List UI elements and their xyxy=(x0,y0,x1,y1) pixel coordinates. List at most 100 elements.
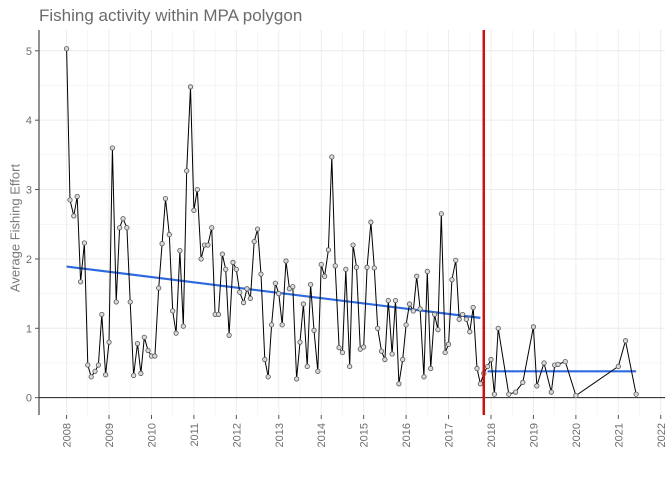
data-point xyxy=(308,281,314,288)
data-point xyxy=(530,324,537,330)
data-point xyxy=(265,374,271,380)
y-tick-label: 3 xyxy=(26,185,32,197)
data-point xyxy=(438,211,444,217)
data-point xyxy=(573,392,579,399)
data-point xyxy=(226,332,232,338)
data-point xyxy=(622,338,629,344)
data-point xyxy=(198,256,204,262)
data-point xyxy=(251,238,257,245)
data-point xyxy=(258,271,264,277)
data-point xyxy=(541,360,547,366)
data-point xyxy=(353,264,360,270)
data-point xyxy=(187,84,194,90)
data-point xyxy=(81,240,88,246)
data-point xyxy=(230,259,236,265)
data-point xyxy=(435,327,441,333)
data-point xyxy=(162,195,169,202)
x-tick-label: 2015 xyxy=(359,423,371,447)
x-tick-label: 2011 xyxy=(189,423,201,447)
data-point xyxy=(191,207,197,213)
data-point xyxy=(272,280,278,286)
data-point xyxy=(347,363,353,370)
x-tick-label: 2012 xyxy=(231,423,243,447)
x-tick-label: 2022 xyxy=(656,423,668,447)
data-point xyxy=(276,291,282,297)
data-point xyxy=(428,365,434,372)
data-point xyxy=(520,379,526,385)
data-point xyxy=(109,145,116,151)
data-point xyxy=(484,363,491,370)
data-point xyxy=(244,286,250,292)
data-point xyxy=(205,242,211,248)
data-point xyxy=(215,311,222,318)
data-point xyxy=(209,225,215,231)
data-point xyxy=(364,264,370,270)
x-tick-label: 2016 xyxy=(401,423,413,447)
x-tick-label: 2020 xyxy=(571,423,583,447)
data-point xyxy=(74,193,80,200)
data-point xyxy=(223,266,229,272)
data-point xyxy=(421,374,427,380)
data-point xyxy=(534,383,540,389)
y-tick-label: 2 xyxy=(26,254,32,266)
data-point xyxy=(95,362,102,368)
data-point xyxy=(145,347,151,354)
data-point xyxy=(311,327,317,333)
data-point xyxy=(67,197,73,203)
data-point xyxy=(117,225,123,231)
y-tick-label: 0 xyxy=(26,393,32,405)
data-point xyxy=(113,299,119,305)
x-tick-label: 2017 xyxy=(444,423,456,447)
data-point xyxy=(424,268,430,275)
data-point xyxy=(513,389,519,395)
data-point xyxy=(177,247,183,254)
y-tick-label: 4 xyxy=(26,115,32,127)
grid-lines xyxy=(39,30,665,415)
data-point xyxy=(329,154,335,160)
x-tick-label: 2013 xyxy=(274,423,286,447)
data-point xyxy=(343,266,349,272)
x-tick-label: 2018 xyxy=(486,423,498,447)
data-series xyxy=(63,46,639,399)
x-tick-label: 2019 xyxy=(528,423,540,447)
x-tick-label: 2008 xyxy=(62,423,74,447)
data-point xyxy=(127,299,133,305)
data-point xyxy=(491,391,497,397)
chart-title: Fishing activity within MPA polygon xyxy=(39,6,303,25)
data-point xyxy=(378,348,385,354)
data-point xyxy=(417,306,423,312)
data-point xyxy=(463,316,469,322)
data-point xyxy=(332,263,338,269)
data-point xyxy=(442,349,448,356)
data-point xyxy=(406,301,413,307)
data-point xyxy=(156,285,162,291)
data-point xyxy=(495,325,501,331)
data-point xyxy=(237,289,243,295)
data-point xyxy=(315,368,321,374)
data-point xyxy=(453,257,459,263)
data-point xyxy=(562,358,568,365)
data-point xyxy=(159,241,165,247)
data-point xyxy=(633,391,639,397)
data-point xyxy=(350,242,356,248)
data-point xyxy=(233,266,239,272)
data-point xyxy=(474,365,480,372)
data-point xyxy=(615,363,621,370)
data-point xyxy=(477,381,483,387)
data-point xyxy=(467,329,473,335)
data-point xyxy=(555,361,561,367)
series-line xyxy=(66,48,637,397)
data-point xyxy=(124,225,130,231)
data-point xyxy=(77,279,84,285)
data-point xyxy=(304,363,310,370)
data-point xyxy=(392,297,399,304)
data-point xyxy=(138,370,144,376)
data-point xyxy=(459,311,466,318)
data-point xyxy=(106,339,112,345)
data-point xyxy=(389,351,395,357)
data-point xyxy=(131,372,137,379)
data-point xyxy=(141,334,147,340)
data-point xyxy=(385,297,391,304)
data-point xyxy=(382,356,388,363)
